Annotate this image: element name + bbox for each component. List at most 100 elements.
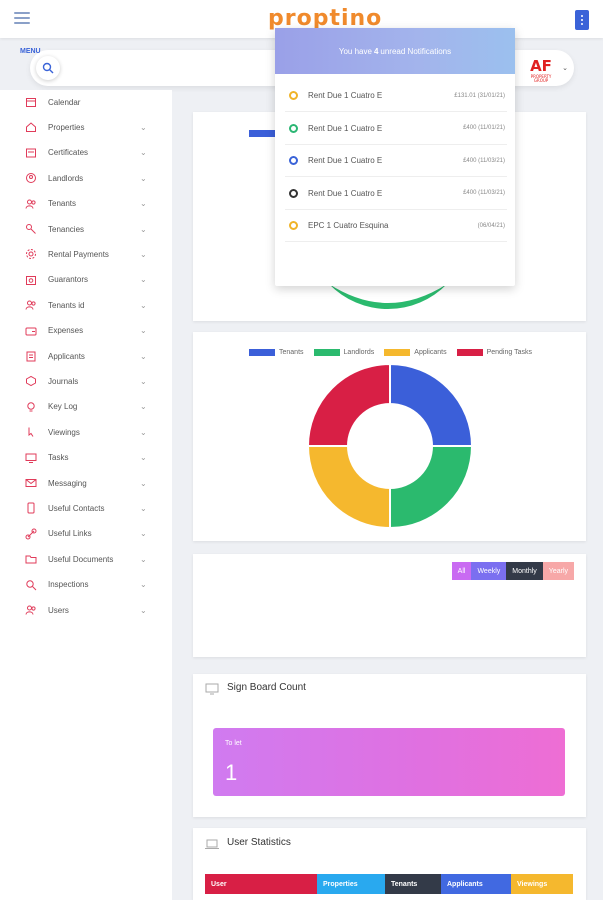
sidebar-item-messaging[interactable]: Messaging ⌄ xyxy=(24,474,148,492)
link-icon xyxy=(24,527,38,541)
sidebar-item-tasks[interactable]: Tasks ⌄ xyxy=(24,449,148,467)
filter-all-button[interactable]: All xyxy=(451,562,472,580)
chevron-down-icon[interactable]: ⌄ xyxy=(140,503,147,513)
legend-entry[interactable]: Landlords xyxy=(313,349,374,356)
legend-label: Tenants xyxy=(279,349,304,356)
filter-monthly-button[interactable]: Monthly xyxy=(506,562,543,580)
notif-header-prefix: You have xyxy=(338,46,372,56)
sidebar-item-label: Applicants xyxy=(48,351,85,361)
guarantor-icon xyxy=(24,273,38,287)
sidebar-item-properties[interactable]: Properties ⌄ xyxy=(24,118,148,136)
notification-item[interactable]: EPC 1 Cuatro Esquina (06/04/21) xyxy=(285,210,507,242)
chevron-down-icon[interactable]: ⌄ xyxy=(140,249,147,259)
chevron-down-icon[interactable]: ⌄ xyxy=(140,351,147,361)
donut-slice-landlords[interactable] xyxy=(389,445,474,530)
key-icon xyxy=(24,222,38,236)
donut-chart-partial xyxy=(329,284,447,310)
chevron-down-icon[interactable]: ⌄ xyxy=(562,65,568,72)
sidebar-item-expenses[interactable]: Expenses ⌄ xyxy=(24,322,148,340)
donut-slice-pending-tasks[interactable] xyxy=(306,362,391,447)
sidebar-item-guarantors[interactable]: Guarantors ⌄ xyxy=(24,271,148,289)
sidebar-item-label: Tenancies xyxy=(48,224,85,234)
sidebar-item-rental-payments[interactable]: Rental Payments ⌄ xyxy=(24,245,148,263)
filter-weekly-button[interactable]: Weekly xyxy=(471,562,507,580)
column-header-user[interactable]: User xyxy=(205,874,317,894)
kebab-menu-icon[interactable] xyxy=(575,10,589,30)
legend-label: Pending Tasks xyxy=(486,349,532,356)
legend-entry[interactable]: Tenants xyxy=(249,349,304,356)
phone-icon xyxy=(24,501,38,515)
status-dot-icon xyxy=(289,91,298,100)
chevron-down-icon[interactable]: ⌄ xyxy=(140,148,147,158)
column-header-properties[interactable]: Properties xyxy=(317,874,385,894)
status-dot-icon xyxy=(289,221,298,230)
sidebar-item-label: Expenses xyxy=(48,326,84,336)
column-header-viewings[interactable]: Viewings xyxy=(511,874,573,894)
chevron-down-icon[interactable]: ⌄ xyxy=(140,275,147,285)
column-header-tenants[interactable]: Tenants xyxy=(385,874,441,894)
chevron-down-icon[interactable]: ⌄ xyxy=(140,529,147,539)
sidebar-item-applicants[interactable]: Applicants ⌄ xyxy=(24,347,148,365)
legend-swatch xyxy=(249,349,275,356)
sidebar-item-tenants-id[interactable]: Tenants id ⌄ xyxy=(24,296,148,314)
sidebar-item-label: Tasks xyxy=(48,453,69,463)
chevron-down-icon[interactable]: ⌄ xyxy=(140,122,147,132)
chevron-down-icon[interactable]: ⌄ xyxy=(140,453,147,463)
donut-slice-tenants[interactable] xyxy=(389,362,474,447)
legend-entry[interactable]: Applicants xyxy=(384,349,447,356)
chevron-down-icon[interactable]: ⌄ xyxy=(140,376,147,386)
sidebar-item-tenancies[interactable]: Tenancies ⌄ xyxy=(24,220,148,238)
sidebar-item-label: Useful Contacts xyxy=(48,503,105,513)
notification-item[interactable]: Rent Due 1 Cuatro E £400 (11/01/21) xyxy=(285,113,507,145)
chevron-down-icon[interactable]: ⌄ xyxy=(140,554,147,564)
chevron-down-icon[interactable]: ⌄ xyxy=(140,224,147,234)
notification-date: £131.01 (31/01/21) xyxy=(454,92,505,99)
sidebar-item-certificates[interactable]: Certificates ⌄ xyxy=(24,144,148,162)
users-icon xyxy=(24,197,38,211)
chevron-down-icon[interactable]: ⌄ xyxy=(140,173,147,183)
chevron-down-icon[interactable]: ⌄ xyxy=(140,300,147,310)
sidebar-item-useful-documents[interactable]: Useful Documents ⌄ xyxy=(24,550,148,568)
user-avatar[interactable]: AF PROPERTY GROUP xyxy=(526,57,556,83)
sidebar-item-key-log[interactable]: Key Log ⌄ xyxy=(24,398,148,416)
notifications-dropdown: You have 4 unread Notifications Rent Due… xyxy=(275,28,515,286)
sidebar-item-viewings[interactable]: Viewings ⌄ xyxy=(24,423,148,441)
sidebar-item-landlords[interactable]: Landlords ⌄ xyxy=(24,169,148,187)
app-logo[interactable]: proptino xyxy=(268,6,383,31)
legend-entry[interactable]: Pending Tasks xyxy=(456,349,532,356)
chevron-down-icon[interactable]: ⌄ xyxy=(140,478,147,488)
sidebar-item-label: Viewings xyxy=(48,427,80,437)
column-header-applicants[interactable]: Applicants xyxy=(441,874,511,894)
notification-item[interactable]: Rent Due 1 Cuatro E £131.01 (31/01/21) xyxy=(285,80,507,112)
donut-slice-applicants[interactable] xyxy=(306,445,391,530)
chevron-down-icon[interactable]: ⌄ xyxy=(140,199,147,209)
notification-item[interactable]: Rent Due 1 Cuatro E £400 (11/03/21) xyxy=(285,178,507,210)
landlord-icon xyxy=(24,171,38,185)
status-dot-icon xyxy=(289,188,298,198)
laptop-icon xyxy=(205,839,219,849)
hamburger-menu-icon[interactable] xyxy=(14,12,30,24)
gear-icon xyxy=(24,247,38,261)
signboard-tile[interactable]: To let 1 xyxy=(213,728,565,796)
chevron-down-icon[interactable]: ⌄ xyxy=(140,402,147,412)
chevron-down-icon[interactable]: ⌄ xyxy=(140,605,147,615)
chevron-down-icon[interactable]: ⌄ xyxy=(140,427,147,437)
sidebar-item-useful-contacts[interactable]: Useful Contacts ⌄ xyxy=(24,499,148,517)
sidebar-item-calendar[interactable]: Calendar xyxy=(24,93,148,111)
notification-date: £400 (11/03/21) xyxy=(463,190,505,196)
notification-text: Rent Due 1 Cuatro E xyxy=(308,156,383,165)
notification-item[interactable]: Rent Due 1 Cuatro E £400 (11/03/21) xyxy=(285,145,507,177)
status-dot-icon xyxy=(289,123,298,133)
sidebar-item-journals[interactable]: Journals ⌄ xyxy=(24,372,148,390)
chevron-down-icon[interactable]: ⌄ xyxy=(140,326,147,336)
sidebar-item-label: Tenants id xyxy=(48,300,85,310)
sidebar-item-tenants[interactable]: Tenants ⌄ xyxy=(24,195,148,213)
chevron-down-icon[interactable]: ⌄ xyxy=(140,580,147,590)
sidebar-item-label: Inspections xyxy=(48,580,89,590)
filter-yearly-button[interactable]: Yearly xyxy=(542,562,574,580)
notification-date: £400 (11/03/21) xyxy=(463,157,505,164)
sidebar-item-useful-links[interactable]: Useful Links ⌄ xyxy=(24,525,148,543)
sidebar-item-users[interactable]: Users ⌄ xyxy=(24,601,148,619)
sidebar-item-inspections[interactable]: Inspections ⌄ xyxy=(24,576,148,594)
search-icon[interactable] xyxy=(36,56,60,80)
